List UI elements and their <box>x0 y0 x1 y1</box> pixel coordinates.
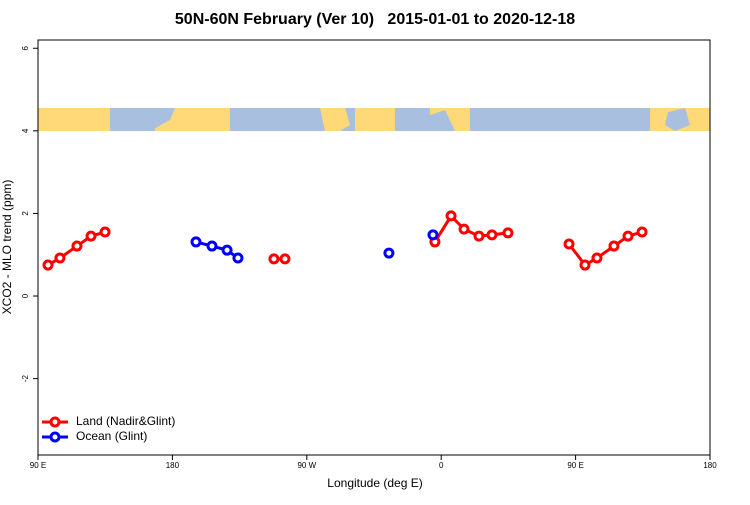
data-point <box>563 238 575 250</box>
map-strip <box>38 108 710 131</box>
data-point <box>636 226 648 238</box>
data-point <box>486 229 498 241</box>
legend-marker <box>49 416 61 428</box>
data-point <box>591 252 603 264</box>
data-point <box>221 244 233 256</box>
y-tick-label: 0 <box>21 293 30 298</box>
x-tick-label: 90 E <box>567 461 583 470</box>
data-point <box>383 247 395 259</box>
series-line <box>47 213 643 268</box>
data-point <box>268 253 280 265</box>
data-point <box>427 229 439 241</box>
y-tick-label: 4 <box>21 128 30 133</box>
data-point <box>473 230 485 242</box>
y-tick-label: 6 <box>21 45 30 50</box>
x-tick-label: 90 E <box>30 461 46 470</box>
data-point <box>608 240 620 252</box>
data-point <box>42 259 54 271</box>
legend-label: Land (Nadir&Glint) <box>76 414 175 428</box>
data-point <box>232 252 244 264</box>
y-tick-label: -2 <box>21 375 30 383</box>
data-point <box>190 236 202 248</box>
legend-label: Ocean (Glint) <box>76 429 147 443</box>
x-tick-label: 0 <box>439 461 444 470</box>
x-tick-label: 180 <box>166 461 180 470</box>
data-point <box>445 210 457 222</box>
data-point <box>502 227 514 239</box>
y-tick-label: 2 <box>21 211 30 216</box>
x-tick-label: 180 <box>703 461 717 470</box>
data-point <box>206 240 218 252</box>
chart-title: 50N-60N February (Ver 10) 2015-01-01 to … <box>175 11 575 28</box>
data-point <box>458 223 470 235</box>
data-point <box>99 226 111 238</box>
data-point <box>279 253 291 265</box>
data-point <box>71 240 83 252</box>
data-point <box>622 230 634 242</box>
data-point <box>579 259 591 271</box>
y-axis-label: XCO2 - MLO trend (ppm) <box>0 180 14 315</box>
plot-frame <box>37 39 711 456</box>
series-line <box>196 235 433 258</box>
data-point <box>85 230 97 242</box>
x-tick-label: 90 W <box>297 461 316 470</box>
legend: Land (Nadir&Glint)Ocean (Glint) <box>42 414 175 443</box>
legend-marker <box>49 431 61 443</box>
data-point <box>54 252 66 264</box>
x-axis-label: Longitude (deg E) <box>327 476 422 490</box>
